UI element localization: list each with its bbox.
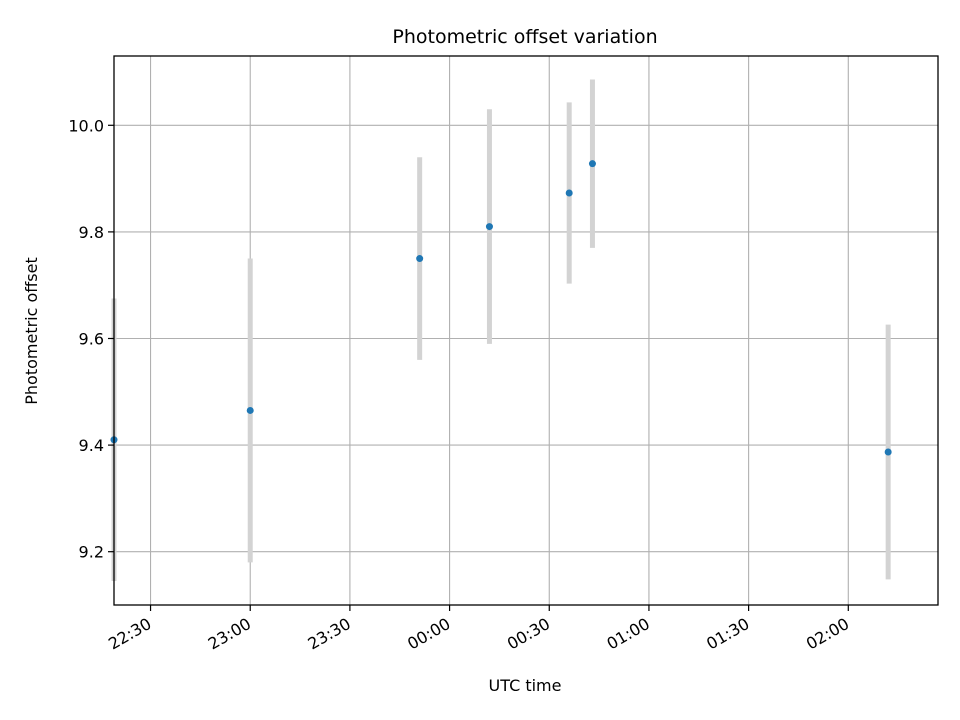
x-tick-label: 00:30 <box>504 614 553 654</box>
y-tick-label: 9.6 <box>79 329 104 348</box>
y-tick-label: 9.2 <box>79 543 104 562</box>
y-axis-label: Photometric offset <box>22 257 41 405</box>
data-point <box>485 223 493 231</box>
x-tick-label: 01:00 <box>604 614 653 654</box>
x-axis-ticks: 22:30 23:00 23:30 00:00 00:30 01:00 01:30 02:00 <box>105 605 852 654</box>
x-tick-label: 01:30 <box>703 614 752 654</box>
error-bars <box>111 79 891 582</box>
x-tick-label: 02:00 <box>803 614 852 654</box>
data-point <box>246 406 254 414</box>
data-point <box>565 189 573 197</box>
y-tick-label: 10.0 <box>68 116 104 135</box>
x-tick-label: 23:00 <box>205 614 254 654</box>
y-axis-ticks: 9.2 9.4 9.6 9.8 10.0 <box>68 116 114 562</box>
grid-lines <box>114 56 938 605</box>
chart-title: Photometric offset variation <box>392 26 657 48</box>
x-tick-label: 22:30 <box>105 614 154 654</box>
data-point <box>588 160 596 168</box>
data-point <box>416 255 424 263</box>
y-tick-label: 9.8 <box>79 223 104 242</box>
x-tick-label: 00:00 <box>404 614 453 654</box>
plot-frame <box>113 55 939 606</box>
data-points <box>110 160 892 456</box>
y-tick-label: 9.4 <box>79 436 104 455</box>
x-tick-label: 23:30 <box>304 614 353 654</box>
x-axis-label: UTC time <box>489 676 562 695</box>
data-point <box>884 448 892 456</box>
